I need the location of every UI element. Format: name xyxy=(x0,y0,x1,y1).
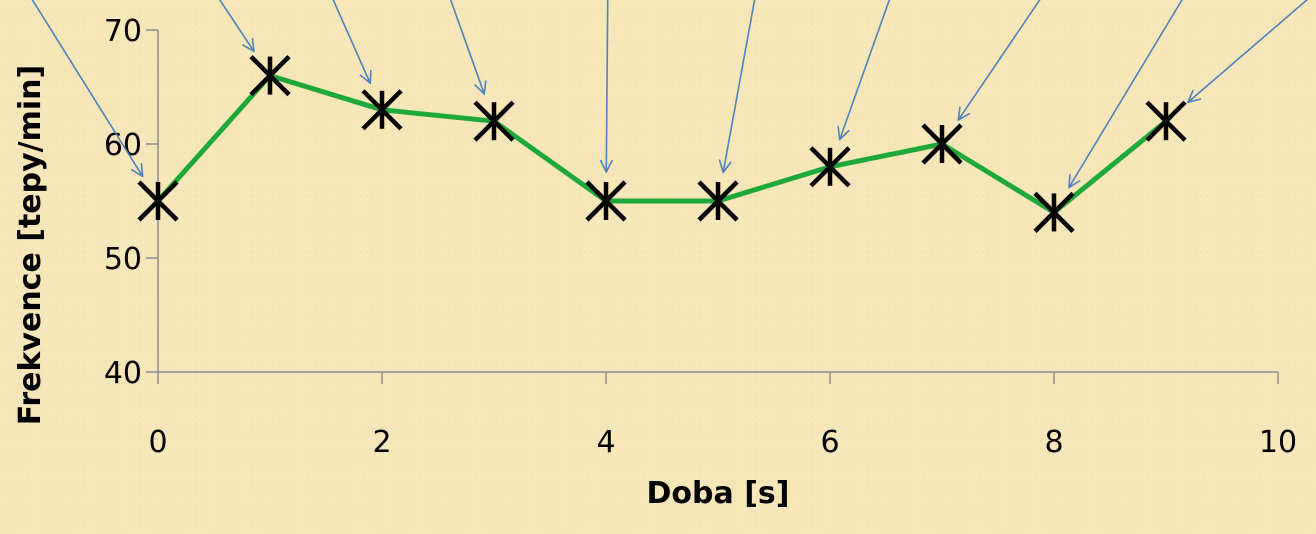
series-line xyxy=(156,73,1168,215)
y-tick-label: 40 xyxy=(104,356,142,391)
data-point xyxy=(921,123,963,165)
annotation-arrow xyxy=(1189,0,1308,102)
series-line-group xyxy=(156,73,1168,215)
annotation-arrow xyxy=(332,0,370,82)
data-point xyxy=(809,146,851,188)
annotation-arrow xyxy=(31,0,142,176)
annotation-arrow xyxy=(449,0,484,93)
x-tick-label: 8 xyxy=(1044,425,1063,460)
annotation-arrows xyxy=(31,0,1308,187)
data-point xyxy=(137,180,179,222)
data-point xyxy=(473,100,515,142)
data-point xyxy=(697,180,739,222)
annotation-arrow xyxy=(606,0,608,171)
annotation-arrow xyxy=(840,0,891,139)
annotation-arrow xyxy=(218,0,253,51)
x-axis-ticks: 0 2 4 6 8 10 xyxy=(148,372,1297,460)
annotation-arrow xyxy=(723,0,756,171)
data-point xyxy=(249,55,291,97)
data-point xyxy=(1033,191,1075,233)
data-point xyxy=(585,180,627,222)
annotation-arrow xyxy=(959,0,1041,119)
y-axis-ticks: 40506070 xyxy=(104,14,158,391)
y-axis-title: Frekvence [tepy/min] xyxy=(13,65,48,426)
y-tick-label: 50 xyxy=(104,242,142,277)
annotation-arrow xyxy=(1069,0,1183,187)
x-axis-title: Doba [s] xyxy=(647,476,790,511)
data-point xyxy=(361,89,403,131)
x-tick-label: 0 xyxy=(148,425,167,460)
data-point-markers xyxy=(137,55,1187,233)
x-tick-label: 4 xyxy=(596,425,615,460)
x-tick-label: 2 xyxy=(372,425,391,460)
x-tick-label: 10 xyxy=(1259,425,1297,460)
y-tick-label: 70 xyxy=(104,14,142,49)
data-point xyxy=(1145,100,1187,142)
x-tick-label: 6 xyxy=(820,425,839,460)
